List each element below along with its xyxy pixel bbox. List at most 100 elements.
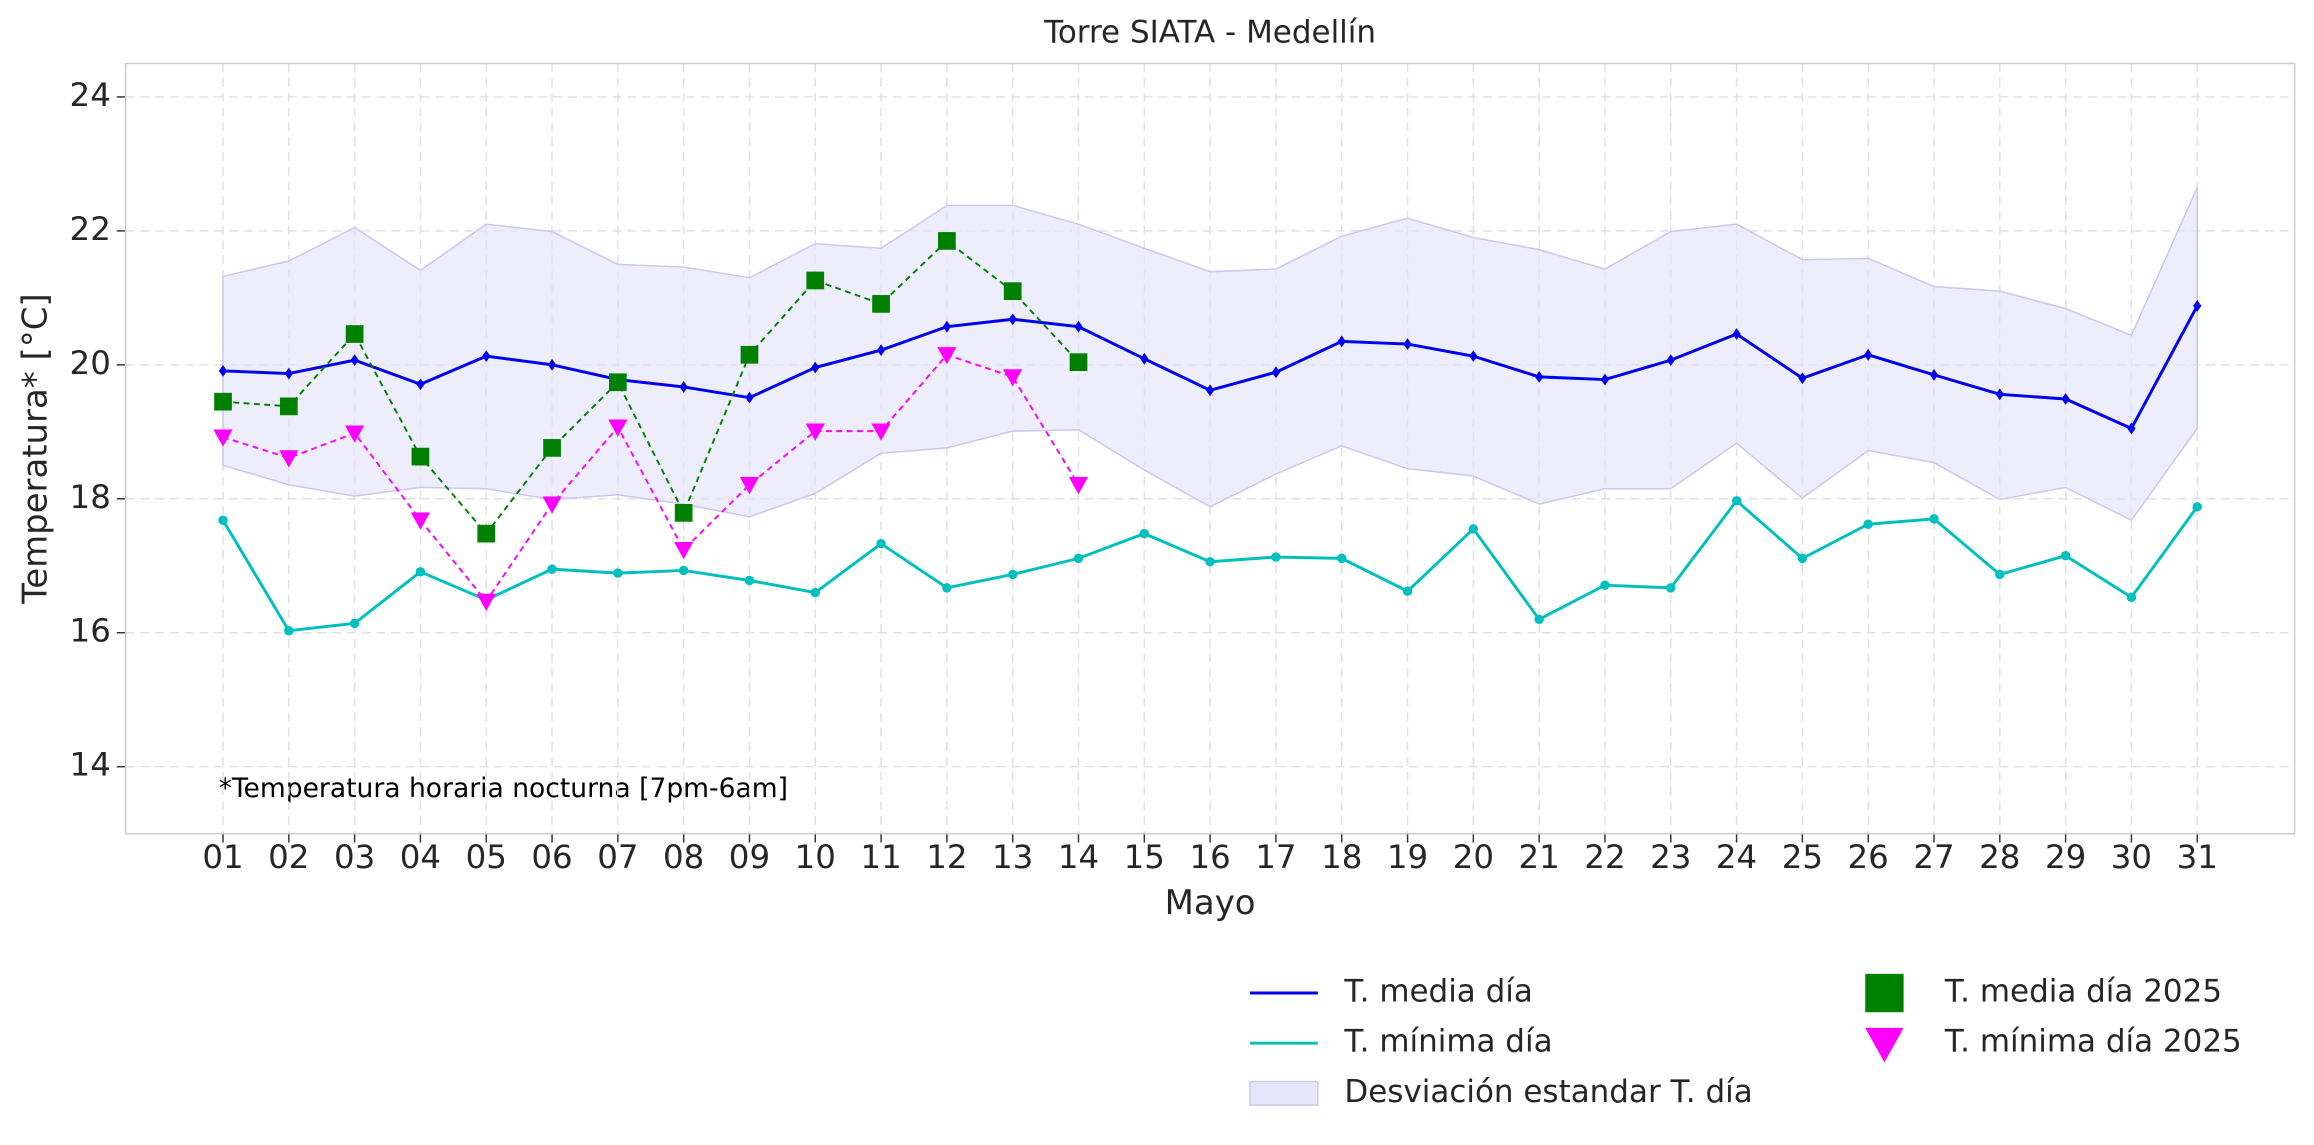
marker <box>1666 583 1676 593</box>
y-tick-label: 22 <box>70 210 111 248</box>
std-band <box>222 187 2198 522</box>
legend-label: T. media día <box>1343 974 1532 1010</box>
marker <box>1337 553 1347 564</box>
marker <box>938 232 956 250</box>
marker <box>609 373 627 392</box>
x-tick-label: 06 <box>531 838 572 876</box>
marker <box>1003 282 1022 301</box>
marker <box>1074 320 1083 333</box>
chart-title: Torre SIATA - Medellín <box>1043 14 1376 50</box>
marker <box>284 626 294 636</box>
x-tick-label: 19 <box>1387 838 1428 876</box>
marker <box>1468 524 1479 534</box>
marker <box>213 429 233 447</box>
marker <box>547 358 557 371</box>
marker <box>1205 557 1215 567</box>
marker <box>1865 973 1904 1013</box>
y-tick-label: 14 <box>70 746 111 784</box>
x-tick-label: 29 <box>2045 838 2086 876</box>
x-tick-label: 18 <box>1321 838 1362 876</box>
marker <box>942 583 952 593</box>
x-tick-label: 28 <box>1979 838 2020 876</box>
x-tick-label: 17 <box>1255 838 1296 876</box>
x-tick-label: 13 <box>992 838 1033 876</box>
marker <box>678 565 689 576</box>
marker <box>1069 353 1088 372</box>
marker <box>350 354 359 367</box>
marker <box>745 391 754 404</box>
marker <box>1929 514 1939 524</box>
marker <box>876 538 886 549</box>
marker <box>2061 393 2070 405</box>
marker <box>674 504 693 522</box>
marker <box>1068 477 1089 495</box>
marker <box>411 447 430 466</box>
marker <box>279 397 298 416</box>
x-tick-label: 21 <box>1519 838 1560 876</box>
x-axis-label: Mayo <box>1165 884 1256 923</box>
x-tick-label: 10 <box>795 838 836 876</box>
legend-swatch <box>1249 1080 1319 1106</box>
marker <box>1600 580 1610 590</box>
marker <box>740 345 759 364</box>
marker <box>218 515 228 525</box>
marker <box>1003 369 1023 387</box>
x-tick-label: 25 <box>1782 838 1823 876</box>
marker <box>416 378 425 391</box>
legend-label: T. mínima día 2025 <box>1944 1024 2242 1060</box>
x-tick-label: 08 <box>663 838 704 876</box>
x-tick-label: 11 <box>860 838 901 876</box>
plot-frame <box>124 62 2296 835</box>
marker <box>806 271 825 290</box>
marker <box>805 423 825 441</box>
legend: T. media día T. mínima día Desviación esta… <box>1249 973 2242 1110</box>
series-line <box>222 239 1080 536</box>
marker <box>543 439 561 457</box>
x-tick-label: 27 <box>1913 838 1954 876</box>
x-tick-label: 03 <box>334 838 375 876</box>
marker <box>542 496 562 514</box>
marker <box>1007 569 1018 580</box>
marker <box>942 320 952 333</box>
legend-label: T. mínima día <box>1343 1024 1552 1060</box>
marker <box>279 450 299 468</box>
marker <box>1864 348 1873 361</box>
x-tick-label: 14 <box>1058 838 1099 876</box>
marker <box>345 325 364 343</box>
marker <box>937 347 957 365</box>
legend-label: T. media día 2025 <box>1944 974 2222 1010</box>
marker <box>2060 550 2071 561</box>
marker <box>810 587 820 598</box>
y-tick-label: 16 <box>70 612 111 650</box>
marker <box>1863 519 1873 529</box>
marker <box>1600 373 1610 386</box>
x-tick-label: 12 <box>926 838 967 876</box>
x-tick-label: 20 <box>1453 838 1494 876</box>
marker <box>415 567 426 577</box>
marker <box>1073 553 1084 564</box>
marker <box>1534 614 1544 625</box>
x-tick-label: 26 <box>1848 838 1889 876</box>
marker <box>477 524 496 543</box>
x-tick-label: 30 <box>2111 838 2152 876</box>
marker <box>1731 496 1742 506</box>
x-tick-label: 02 <box>268 838 309 876</box>
marker <box>1797 553 1808 564</box>
marker <box>1865 1027 1904 1063</box>
x-tick-label: 01 <box>202 838 243 876</box>
x-tick-label: 24 <box>1716 838 1757 876</box>
marker <box>2127 422 2136 435</box>
x-tick-label: 07 <box>597 838 638 876</box>
x-tick-label: 22 <box>1584 838 1625 876</box>
marker <box>547 564 557 574</box>
legend-label: Desviación estandar T. día <box>1344 1074 1752 1110</box>
marker <box>1402 586 1413 596</box>
marker <box>613 568 623 578</box>
marker <box>345 425 365 443</box>
marker <box>674 542 694 560</box>
y-axis-label: Temperatura* [°C] <box>17 293 56 604</box>
marker <box>872 295 890 313</box>
y-tick-label: 20 <box>70 344 111 382</box>
x-tick-label: 04 <box>400 838 441 876</box>
